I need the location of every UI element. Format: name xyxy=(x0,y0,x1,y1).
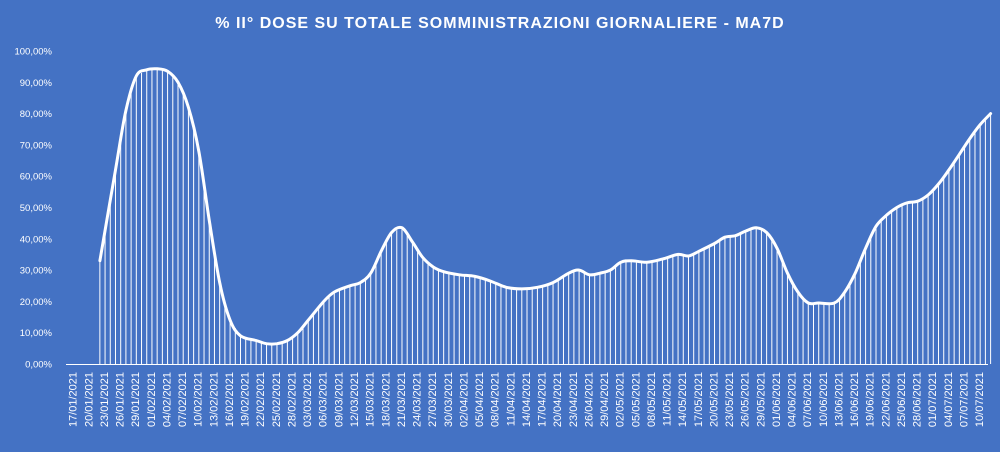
x-tick-label: 26/01/2021 xyxy=(115,372,127,427)
x-tick-label: 22/02/2021 xyxy=(255,372,267,427)
x-tick-label: 08/04/2021 xyxy=(490,372,502,427)
x-tick-label: 10/07/2021 xyxy=(974,372,986,427)
x-tick-label: 26/05/2021 xyxy=(740,372,752,427)
x-tick-label: 23/05/2021 xyxy=(724,372,736,427)
x-tick-label: 01/07/2021 xyxy=(927,372,939,427)
x-tick-label: 28/02/2021 xyxy=(287,372,299,427)
x-tick-label: 06/03/2021 xyxy=(318,372,330,427)
x-tick-label: 08/05/2021 xyxy=(646,372,658,427)
x-tick-label: 20/01/2021 xyxy=(83,372,95,427)
x-tick-label: 23/01/2021 xyxy=(99,372,111,427)
x-tick-label: 13/02/2021 xyxy=(208,372,220,427)
y-tick-label: 0,00% xyxy=(25,360,52,371)
x-tick-label: 20/04/2021 xyxy=(552,372,564,427)
x-tick-label: 18/03/2021 xyxy=(380,372,392,427)
x-tick-label: 23/04/2021 xyxy=(568,372,580,427)
x-tick-label: 16/02/2021 xyxy=(224,372,236,427)
x-tick-label: 01/06/2021 xyxy=(771,372,783,427)
x-tick-label: 09/03/2021 xyxy=(333,372,345,427)
y-tick-label: 30,00% xyxy=(20,266,53,277)
x-tick-label: 01/02/2021 xyxy=(146,372,158,427)
x-tick-label: 19/02/2021 xyxy=(240,372,252,427)
x-tick-label: 27/03/2021 xyxy=(427,372,439,427)
x-tick-label: 29/05/2021 xyxy=(755,372,767,427)
x-tick-label: 25/02/2021 xyxy=(271,372,283,427)
x-tick-label: 04/07/2021 xyxy=(943,372,955,427)
trend-line xyxy=(98,67,993,346)
y-tick-label: 100,00% xyxy=(14,47,52,58)
x-tick-label: 22/06/2021 xyxy=(880,372,892,427)
x-tick-label: 15/03/2021 xyxy=(365,372,377,427)
x-tick-label: 17/04/2021 xyxy=(537,372,549,427)
x-tick-label: 26/04/2021 xyxy=(583,372,595,427)
x-tick-label: 19/06/2021 xyxy=(865,372,877,427)
x-tick-label: 12/03/2021 xyxy=(349,372,361,427)
x-tick-label: 05/05/2021 xyxy=(630,372,642,427)
x-tick-label: 16/06/2021 xyxy=(849,372,861,427)
y-tick-label: 10,00% xyxy=(20,328,53,339)
y-tick-label: 20,00% xyxy=(20,297,53,308)
x-tick-label: 30/03/2021 xyxy=(443,372,455,427)
x-tick-label: 28/06/2021 xyxy=(912,372,924,427)
x-tick-label: 11/04/2021 xyxy=(505,372,517,426)
y-axis: 0,00% 10,00% 20,00% 30,00% 40,00% 50,00% 60,00… xyxy=(14,47,52,371)
x-tick-label: 20/05/2021 xyxy=(708,372,720,427)
x-tick-label: 03/03/2021 xyxy=(302,372,314,427)
x-tick-label: 29/04/2021 xyxy=(599,372,611,427)
x-tick-label: 25/06/2021 xyxy=(896,372,908,427)
y-tick-label: 60,00% xyxy=(20,172,53,183)
y-tick-label: 50,00% xyxy=(20,203,53,214)
x-tick-label: 17/01/2021 xyxy=(68,372,80,427)
x-tick-label: 13/06/2021 xyxy=(833,372,845,427)
x-tick-label: 05/04/2021 xyxy=(474,372,486,427)
y-tick-label: 80,00% xyxy=(20,109,53,120)
x-tick-label: 04/02/2021 xyxy=(162,372,174,427)
x-tick-label: 07/07/2021 xyxy=(959,372,971,427)
x-tick-label: 04/06/2021 xyxy=(787,372,799,427)
x-tick-label: 02/05/2021 xyxy=(615,372,627,427)
x-tick-label: 29/01/2021 xyxy=(130,372,142,427)
chart-title: % II° DOSE SU TOTALE SOMMINISTRAZIONI GI… xyxy=(215,15,784,32)
x-tick-label: 07/02/2021 xyxy=(177,372,189,427)
y-tick-label: 40,00% xyxy=(20,234,53,245)
x-tick-label: 07/06/2021 xyxy=(802,372,814,427)
x-tick-label: 10/06/2021 xyxy=(818,372,830,427)
x-tick-label: 21/03/2021 xyxy=(396,372,408,427)
x-axis: 17/01/2021 20/01/2021 23/01/2021 26/01/2021… xyxy=(68,372,986,427)
x-tick-label: 24/03/2021 xyxy=(412,372,424,427)
x-tick-label: 02/04/2021 xyxy=(458,372,470,427)
x-tick-label: 17/05/2021 xyxy=(693,372,705,427)
bar-series xyxy=(99,68,992,364)
x-tick-label: 14/04/2021 xyxy=(521,372,533,427)
x-tick-label: 10/02/2021 xyxy=(193,372,205,427)
x-tick-label: 14/05/2021 xyxy=(677,372,689,427)
y-tick-label: 90,00% xyxy=(20,78,53,89)
y-tick-label: 70,00% xyxy=(20,140,53,151)
x-tick-label: 11/05/2021 xyxy=(662,372,674,426)
